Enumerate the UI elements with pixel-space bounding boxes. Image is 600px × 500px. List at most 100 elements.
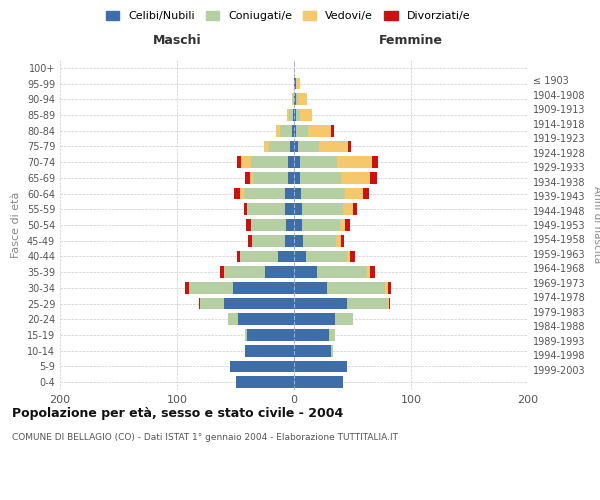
- Bar: [302, 219, 340, 231]
- Bar: [343, 204, 353, 215]
- Bar: [294, 282, 327, 294]
- Bar: [294, 188, 301, 200]
- Bar: [341, 172, 370, 184]
- Bar: [251, 156, 288, 168]
- Bar: [385, 282, 388, 294]
- Bar: [294, 94, 296, 105]
- Bar: [294, 109, 296, 121]
- Bar: [335, 314, 353, 325]
- Bar: [331, 345, 332, 356]
- Bar: [278, 250, 294, 262]
- Bar: [347, 250, 350, 262]
- Bar: [250, 172, 253, 184]
- Bar: [341, 235, 344, 246]
- Bar: [240, 188, 244, 200]
- Bar: [224, 266, 265, 278]
- Bar: [346, 219, 350, 231]
- Bar: [298, 94, 307, 105]
- Bar: [240, 250, 278, 262]
- Bar: [294, 329, 329, 341]
- Bar: [294, 250, 306, 262]
- Bar: [340, 219, 346, 231]
- Bar: [188, 282, 233, 294]
- Bar: [247, 329, 294, 341]
- Bar: [263, 140, 269, 152]
- Bar: [347, 298, 388, 310]
- Bar: [288, 156, 294, 168]
- Bar: [247, 204, 284, 215]
- Bar: [294, 204, 302, 215]
- Bar: [233, 282, 294, 294]
- Bar: [236, 250, 240, 262]
- Bar: [294, 314, 335, 325]
- Bar: [288, 172, 294, 184]
- Bar: [294, 78, 296, 90]
- Bar: [244, 188, 284, 200]
- Bar: [370, 172, 377, 184]
- Bar: [336, 235, 341, 246]
- Bar: [220, 266, 224, 278]
- Bar: [293, 109, 294, 121]
- Bar: [337, 156, 373, 168]
- Bar: [289, 109, 293, 121]
- Bar: [230, 360, 294, 372]
- Bar: [319, 140, 348, 152]
- Bar: [245, 345, 294, 356]
- Bar: [389, 298, 390, 310]
- Bar: [284, 204, 294, 215]
- Bar: [246, 219, 251, 231]
- Bar: [253, 172, 288, 184]
- Bar: [300, 109, 311, 121]
- Bar: [251, 219, 286, 231]
- Bar: [235, 188, 240, 200]
- Bar: [292, 125, 294, 136]
- Bar: [294, 235, 304, 246]
- Bar: [294, 298, 347, 310]
- Text: Femmine: Femmine: [379, 34, 443, 46]
- Bar: [296, 78, 300, 90]
- Bar: [294, 125, 296, 136]
- Bar: [294, 266, 317, 278]
- Bar: [348, 140, 352, 152]
- Bar: [286, 219, 294, 231]
- Text: COMUNE DI BELLAGIO (CO) - Dati ISTAT 1° gennaio 2004 - Elaborazione TUTTITALIA.I: COMUNE DI BELLAGIO (CO) - Dati ISTAT 1° …: [12, 432, 398, 442]
- Bar: [346, 188, 363, 200]
- Bar: [294, 219, 302, 231]
- Bar: [236, 156, 241, 168]
- Bar: [367, 266, 370, 278]
- Bar: [294, 172, 300, 184]
- Bar: [296, 125, 308, 136]
- Bar: [245, 329, 247, 341]
- Bar: [331, 125, 334, 136]
- Bar: [300, 156, 337, 168]
- Bar: [229, 314, 238, 325]
- Bar: [327, 282, 385, 294]
- Bar: [200, 298, 224, 310]
- Bar: [306, 250, 347, 262]
- Bar: [199, 298, 200, 310]
- Bar: [284, 235, 294, 246]
- Bar: [296, 94, 298, 105]
- Bar: [284, 188, 294, 200]
- Y-axis label: Anni di nascita: Anni di nascita: [592, 186, 600, 264]
- Bar: [277, 125, 280, 136]
- Bar: [294, 140, 298, 152]
- Bar: [280, 125, 292, 136]
- Bar: [287, 109, 289, 121]
- Y-axis label: Fasce di età: Fasce di età: [11, 192, 21, 258]
- Legend: Celibi/Nubili, Coniugati/e, Vedovi/e, Divorziati/e: Celibi/Nubili, Coniugati/e, Vedovi/e, Di…: [106, 10, 470, 21]
- Bar: [241, 156, 251, 168]
- Bar: [265, 266, 294, 278]
- Bar: [363, 188, 369, 200]
- Bar: [244, 204, 247, 215]
- Text: Maschi: Maschi: [152, 34, 202, 46]
- Bar: [296, 109, 300, 121]
- Bar: [302, 204, 343, 215]
- Bar: [185, 282, 188, 294]
- Text: Popolazione per età, sesso e stato civile - 2004: Popolazione per età, sesso e stato civil…: [12, 408, 343, 420]
- Bar: [235, 376, 294, 388]
- Bar: [373, 156, 378, 168]
- Bar: [298, 140, 319, 152]
- Bar: [290, 140, 294, 152]
- Bar: [350, 250, 355, 262]
